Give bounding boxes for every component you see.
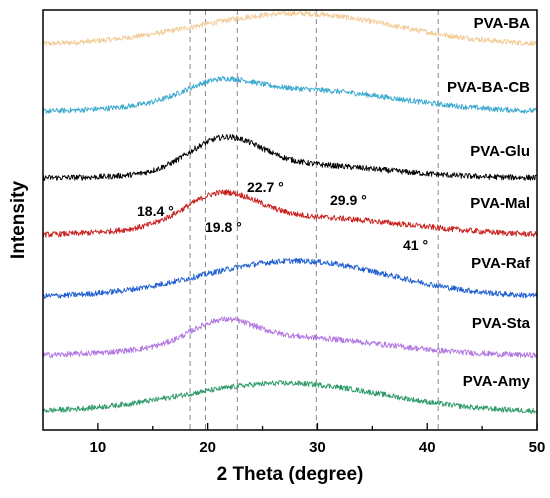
series-label-pva-ba: PVA-BA [474, 15, 531, 32]
series-label-pva-raf: PVA-Raf [471, 255, 531, 272]
peak-annotation: 41 ° [403, 237, 428, 253]
peak-annotation: 29.9 ° [330, 192, 367, 208]
peak-annotation: 22.7 ° [247, 179, 284, 195]
series-labels: PVA-BA PVA-BA-CB PVA-Glu PVA-Mal PVA-Raf PVA-… [447, 15, 531, 390]
peak-annotation: 18.4 ° [137, 203, 174, 219]
peak-annotations: 18.4 ° 19.8 ° 22.7 ° 29.9 ° 41 ° [137, 179, 428, 253]
series-line-pva-mal [42, 189, 538, 238]
x-axis-title: 2 Theta (degree) [217, 464, 364, 485]
peak-annotation: 19.8 ° [205, 219, 242, 235]
plot-background [43, 10, 537, 430]
plot-frame [42, 9, 538, 431]
series-label-pva-mal: PVA-Mal [470, 195, 530, 212]
series-line-pva-glu [42, 133, 538, 181]
series-line-pva-ba-cb [42, 76, 538, 114]
x-tick-label: 40 [419, 439, 436, 456]
series-line-pva-ba [42, 10, 538, 47]
x-tick-label: 20 [199, 439, 216, 456]
series-line-pva-sta [42, 316, 538, 359]
x-axis-ticks: 10 20 30 40 50 [90, 423, 546, 456]
series-label-pva-sta: PVA-Sta [472, 315, 531, 332]
x-tick-label: 10 [90, 439, 107, 456]
series-label-pva-amy: PVA-Amy [463, 373, 531, 390]
x-tick-label: 50 [529, 439, 546, 456]
x-tick-label: 30 [309, 439, 326, 456]
y-axis-title: Intensity [8, 181, 29, 260]
series-label-pva-glu: PVA-Glu [470, 143, 530, 160]
series-label-pva-ba-cb: PVA-BA-CB [447, 79, 530, 96]
series-line-pva-raf [42, 257, 538, 300]
curves [42, 10, 538, 414]
series-line-pva-amy [42, 380, 538, 414]
reference-lines [189, 10, 439, 430]
